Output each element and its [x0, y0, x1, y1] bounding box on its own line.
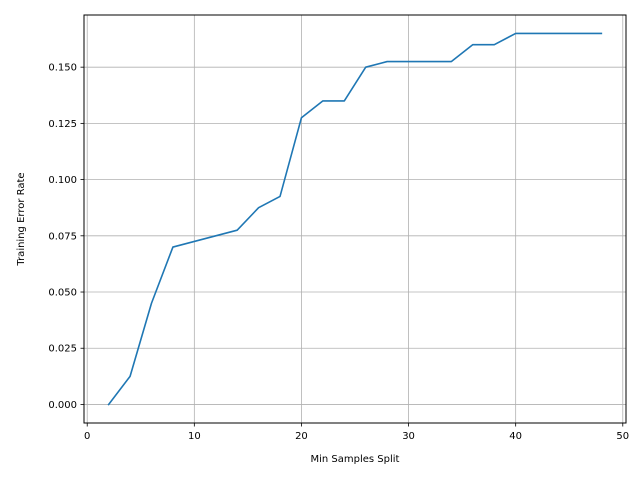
y-tick-label: 0.000 [48, 400, 77, 411]
y-tick-label: 0.125 [48, 119, 77, 130]
x-tick-label: 40 [509, 431, 522, 442]
x-tick-label: 10 [188, 431, 201, 442]
y-tick-label: 0.025 [48, 344, 77, 355]
y-tick-label: 0.075 [48, 231, 77, 242]
x-tick-label: 20 [295, 431, 308, 442]
y-tick-label: 0.100 [48, 175, 77, 186]
y-axis-label: Training Error Rate [16, 172, 27, 266]
x-axis: 0 10 20 30 40 50 [84, 423, 629, 442]
x-tick-label: 50 [616, 431, 629, 442]
x-tick-label: 0 [84, 431, 90, 442]
x-axis-label: Min Samples Split [311, 454, 400, 465]
grid-lines [84, 15, 626, 423]
series-line [107, 32, 603, 406]
y-tick-label: 0.150 [48, 63, 77, 74]
series-group [107, 32, 603, 406]
y-axis: 0.000 0.025 0.050 0.075 0.100 0.125 0.150 [48, 63, 84, 411]
plot-frame [83, 14, 627, 424]
y-tick-label: 0.050 [48, 288, 77, 299]
x-tick-label: 30 [402, 431, 415, 442]
